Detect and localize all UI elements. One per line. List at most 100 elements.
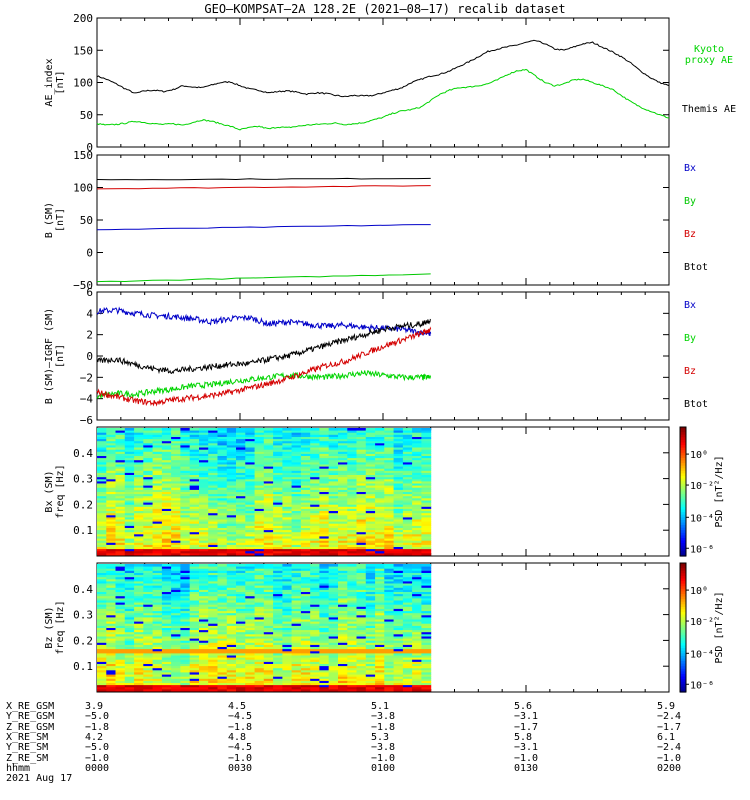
spectrogram-cell	[115, 619, 126, 622]
spectrogram-cell	[97, 659, 107, 662]
spectrogram-cell	[152, 461, 163, 465]
spectrogram-cell	[115, 523, 126, 526]
spectrogram-cell	[412, 606, 422, 609]
spectrogram-cell	[217, 589, 228, 592]
spectrogram-cell	[97, 455, 107, 459]
spectrogram-cell	[356, 574, 367, 578]
spectrogram-cell	[273, 612, 283, 616]
spectrogram-cell	[161, 572, 172, 576]
spectrogram-cell	[282, 636, 293, 639]
spectrogram-cell	[143, 589, 154, 592]
spectrogram-cell	[189, 533, 200, 537]
spectrogram-cell	[189, 623, 200, 626]
spectrogram-cell	[365, 523, 376, 526]
spectrogram-cell	[171, 540, 181, 543]
spectrogram-cell	[300, 521, 311, 524]
spectrogram-cell	[189, 480, 200, 484]
spectrogram-cell	[189, 587, 200, 590]
y-tick-label: 0	[86, 141, 93, 154]
spectrogram-cell	[97, 434, 107, 437]
plot-frame	[96, 17, 670, 148]
spectrogram-cell	[328, 593, 339, 597]
spectrogram-cell	[412, 650, 422, 654]
spectrogram-cell	[152, 453, 163, 456]
spectrogram-cell	[263, 438, 274, 442]
spectrogram-cell	[384, 451, 395, 454]
spectrogram-cell	[226, 504, 237, 507]
spectrogram-cell	[134, 451, 144, 454]
spectrogram-cell	[412, 667, 422, 671]
spectrogram-cell	[236, 655, 246, 658]
spectrogram-cell	[393, 684, 404, 688]
spectrogram-cell	[393, 510, 404, 514]
spectrogram-cell	[365, 638, 376, 641]
spectrogram-cell	[393, 487, 404, 490]
spectrogram-cell	[347, 453, 358, 456]
spectrogram-cell	[291, 430, 302, 433]
spectrogram-cell	[199, 536, 209, 539]
spectrogram-cell	[347, 527, 358, 531]
spectrogram-cell	[217, 438, 228, 442]
spectrogram-cell	[115, 504, 126, 507]
spectrogram-cell	[319, 497, 330, 501]
spectrogram-cell	[97, 578, 107, 582]
spectrogram-cell	[189, 572, 200, 576]
spectrogram-cell	[375, 457, 385, 461]
spectrogram-cell	[393, 650, 404, 654]
spectrogram-cell	[393, 540, 404, 543]
spectrogram-cell	[310, 625, 320, 628]
spectrogram-cell	[375, 495, 385, 499]
spectrogram-cell	[412, 680, 422, 683]
spectrogram-cell	[226, 640, 237, 643]
spectrogram-cell	[226, 527, 237, 531]
spectrogram-cell	[106, 652, 117, 656]
spectrogram-cell	[161, 523, 172, 526]
spectrogram-cell	[347, 474, 358, 478]
spectrogram-cell	[152, 521, 163, 524]
spectrogram-cell	[152, 527, 163, 531]
spectrogram-cell	[115, 608, 126, 612]
spectrogram-cell	[226, 644, 237, 647]
spectrogram-cell	[152, 544, 163, 547]
spectrogram-cell	[319, 655, 330, 658]
spectrogram-cell	[189, 546, 200, 550]
spectrogram-cell	[319, 574, 330, 578]
spectrogram-cell	[106, 502, 117, 505]
spectrogram-cell	[171, 489, 181, 492]
spectrogram-cell	[393, 442, 404, 446]
spectrogram-cell	[263, 661, 274, 664]
spectrogram-cell	[124, 550, 135, 554]
spectrogram-cell	[171, 646, 181, 650]
colorbar-step	[680, 601, 686, 605]
spectrogram-cell	[254, 580, 265, 584]
spectrogram-cell	[171, 478, 181, 482]
spectrogram-cell	[171, 506, 181, 509]
spectrogram-cell	[365, 616, 376, 620]
spectrogram-cell	[393, 483, 404, 486]
spectrogram-cell	[124, 650, 135, 654]
spectrogram-cell	[384, 580, 395, 584]
spectrogram-cell	[338, 483, 348, 486]
spectrogram-cell	[152, 604, 163, 607]
spectrogram-cell	[106, 444, 117, 448]
spectrogram-cell	[421, 447, 432, 450]
y-axis-label: B (SM)–IGRF (SM) [nT]	[44, 308, 66, 404]
spectrogram-cell	[143, 466, 154, 469]
spectrogram-cell	[375, 519, 385, 522]
spectrogram-cell	[97, 548, 107, 552]
spectrogram-cell	[143, 514, 154, 518]
spectrogram-cell	[254, 533, 265, 537]
colorbar-step	[680, 586, 686, 590]
spectrogram-cell	[254, 676, 265, 679]
spectrogram-cell	[300, 449, 311, 452]
spectrogram-cell	[236, 525, 246, 528]
spectrogram-cell	[328, 548, 339, 552]
spectrogram-cell	[338, 495, 348, 499]
spectrogram-cell	[97, 680, 107, 683]
spectrogram-cell	[263, 550, 274, 554]
spectrogram-cell	[328, 540, 339, 543]
spectrogram-cell	[180, 491, 191, 495]
spectrogram-cell	[421, 593, 432, 597]
colorbar-step	[680, 648, 686, 652]
spectrogram-cell	[338, 538, 348, 541]
